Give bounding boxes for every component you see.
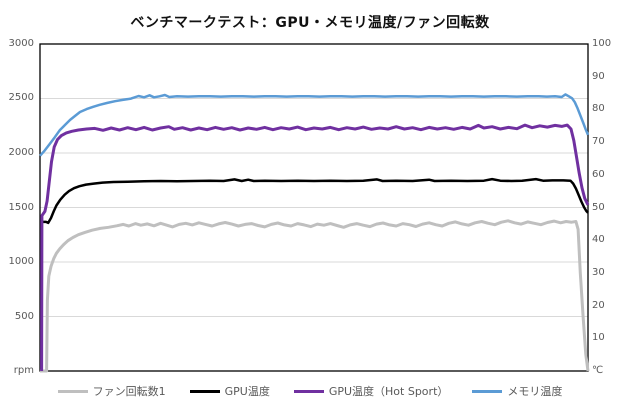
right-axis-tick-10: 10 [592,332,605,343]
legend-label-gpu-temp: GPU温度 [224,385,270,398]
left-axis-tick-1000: 1000 [8,256,34,267]
right-axis-tick-70: 70 [592,136,605,147]
left-axis-tick-2500: 2500 [8,92,34,103]
right-axis-tick-80: 80 [592,103,605,114]
legend-item-fan-rpm: ファン回転数1 [57,383,166,399]
plot-border [39,43,589,372]
legend-item-gpu-temp: GPU温度 [189,383,270,399]
legend-label-fan-rpm: ファン回転数1 [92,385,166,398]
series-line-fan-rpm [40,219,590,373]
legend-label-memory-temp: メモリ温度 [507,385,563,398]
left-axis-tick-3000: 3000 [8,38,34,49]
legend-item-memory-temp: メモリ温度 [472,383,562,399]
legend: ファン回転数1 GPU温度 GPU温度（Hot Sport） メモリ温度 [0,380,620,402]
chart-title: ベンチマークテスト：GPU・メモリ温度/ファン回転数 [130,15,490,31]
legend-item-gpu-hotspot-temp: GPU温度（Hot Sport） [293,383,449,399]
right-axis-tick-20: 20 [592,300,605,311]
right-axis-tick-90: 90 [592,71,605,82]
right-axis-tick-40: 40 [592,234,605,245]
series-line-gpu-hotspot-temp [40,123,590,372]
left-axis-tick-rpm: rpm [13,365,34,376]
right-axis-tick-60: 60 [592,169,605,180]
legend-swatch-gpu-hotspot-temp [293,389,324,393]
legend-swatch-fan-rpm [57,389,88,393]
left-axis-tick-2000: 2000 [8,147,34,158]
right-axis-tick-100: 100 [592,38,612,49]
legend-swatch-gpu-temp [189,389,220,393]
series-line-memory-temp [39,93,590,157]
legend-label-gpu-hotspot-temp: GPU温度（Hot Sport） [328,385,449,398]
legend-swatch-memory-temp [472,389,503,393]
right-axis-tick-℃: ℃ [592,365,604,376]
left-axis-tick-1500: 1500 [8,202,34,213]
right-axis-tick-30: 30 [592,267,605,278]
left-axis-tick-500: 500 [14,311,34,322]
right-axis-tick-50: 50 [592,202,605,213]
series-line-gpu-temp [40,177,589,225]
